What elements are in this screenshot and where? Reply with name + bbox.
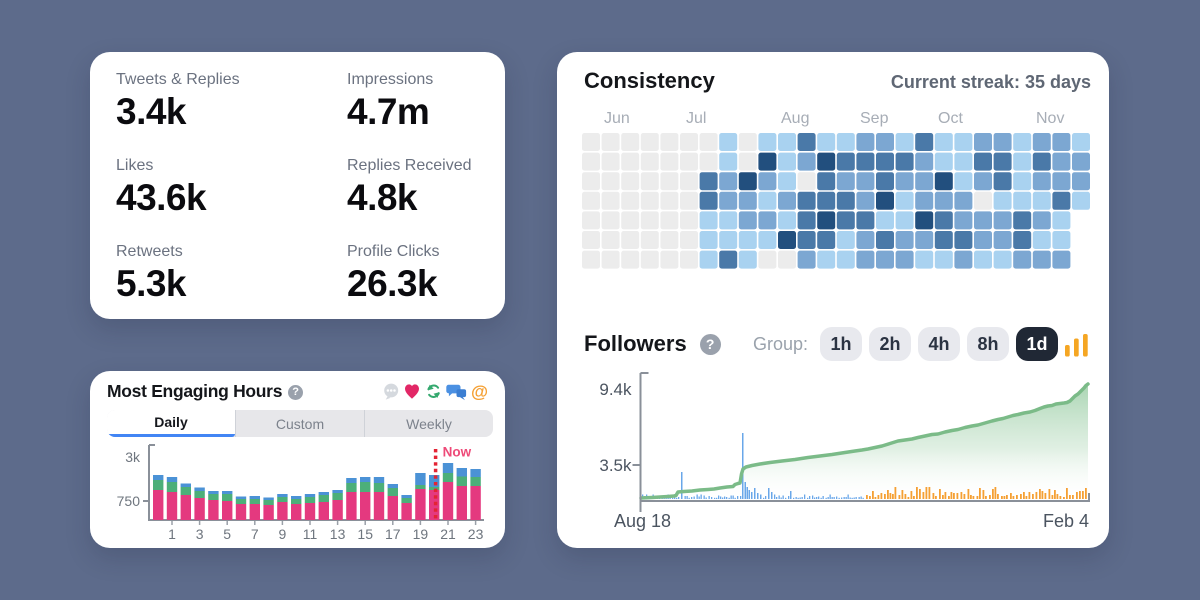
svg-text:13: 13 — [330, 526, 346, 542]
svg-text:23: 23 — [468, 526, 484, 542]
svg-text:Aug 18: Aug 18 — [614, 511, 671, 531]
svg-text:9: 9 — [279, 526, 287, 542]
svg-text:9.4k: 9.4k — [599, 380, 632, 399]
svg-text:750: 750 — [117, 493, 141, 509]
svg-text:Feb 4: Feb 4 — [1043, 511, 1089, 531]
svg-text:Now: Now — [443, 445, 472, 460]
svg-text:11: 11 — [303, 526, 318, 542]
svg-text:17: 17 — [385, 526, 401, 542]
svg-text:15: 15 — [357, 526, 373, 542]
svg-text:21: 21 — [440, 526, 456, 542]
svg-text:19: 19 — [413, 526, 429, 542]
svg-text:5: 5 — [223, 526, 231, 542]
svg-text:3k: 3k — [125, 449, 141, 465]
svg-text:@: @ — [471, 383, 488, 401]
svg-text:3: 3 — [196, 526, 204, 542]
svg-text:7: 7 — [251, 526, 259, 542]
svg-text:3.5k: 3.5k — [599, 456, 632, 475]
svg-text:1: 1 — [168, 526, 176, 542]
